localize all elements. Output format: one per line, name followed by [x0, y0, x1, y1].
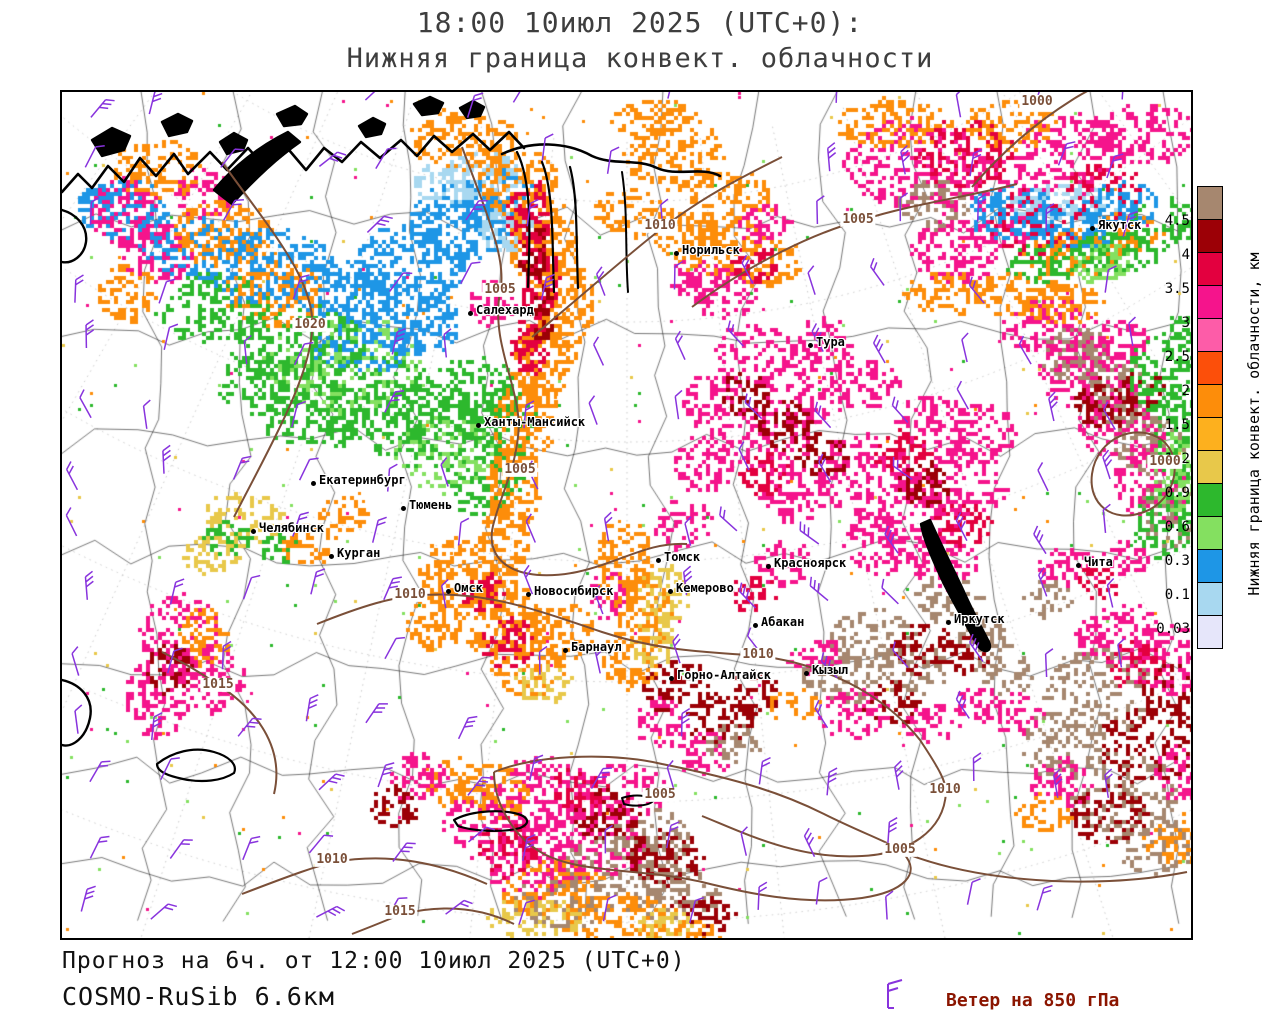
- colorbar-segment: [1197, 483, 1223, 517]
- colorbar-tick-label: 0.3: [1164, 553, 1190, 569]
- colorbar-segment: [1197, 417, 1223, 451]
- colorbar-segment: [1197, 285, 1223, 319]
- colorbar-segment: [1197, 516, 1223, 550]
- wind-barb-icon: [887, 979, 903, 1009]
- city-label: Курган: [337, 546, 381, 560]
- city-dot: [1090, 226, 1095, 231]
- isobar-label: 1005: [882, 841, 918, 858]
- isobar-label: 1010: [927, 781, 963, 798]
- isobar-label: 1000: [1019, 93, 1055, 110]
- isobar-label: 1005: [642, 786, 678, 803]
- title-parameter: Нижняя граница конвект. облачности: [346, 43, 934, 74]
- city-dot: [311, 481, 316, 486]
- weather-map: 1020 1005 1005 1005 1005 1005 1010 1010 1010 1010…: [60, 90, 1193, 940]
- colorbar-tick-label: 0.1: [1164, 587, 1190, 603]
- colorbar-segment: [1197, 549, 1223, 583]
- map-labels: 1020 1005 1005 1005 1005 1005 1010 1010 1010 1010…: [62, 92, 1191, 938]
- map-overlay-svg: [62, 92, 1188, 935]
- city-dot: [804, 671, 809, 676]
- forecast-info: Прогноз на 6ч. от 12:00 10июл 2025 (UTC+…: [62, 948, 686, 974]
- model-info: COSMO-RuSib 6.6км: [62, 982, 335, 1011]
- city-label: Салехард: [476, 303, 534, 317]
- colorbar-segment: [1197, 219, 1223, 253]
- isobar-label: 1020: [292, 316, 328, 333]
- city-label: Горно-Алтайск: [677, 668, 771, 682]
- colorbar-tick-label: 0.6: [1164, 519, 1190, 535]
- city-dot: [329, 554, 334, 559]
- colorbar-segment: [1197, 615, 1223, 649]
- city-label: Иркутск: [954, 612, 1005, 626]
- city-label: Тюмень: [409, 498, 453, 512]
- isobar-label: 1015: [200, 676, 236, 693]
- city-label: Красноярск: [774, 556, 847, 570]
- colorbar-tick-label: 4.5: [1164, 213, 1190, 229]
- city-label: Екатеринбург: [319, 473, 406, 487]
- colorbar: [1197, 186, 1223, 649]
- colorbar-tick-label: 1.5: [1164, 417, 1190, 433]
- city-dot: [446, 589, 451, 594]
- colorbar-segment: [1197, 450, 1223, 484]
- colorbar-segment: [1197, 186, 1223, 220]
- city-label: Якутск: [1098, 218, 1142, 232]
- city-label: Омск: [454, 581, 483, 595]
- isobar-label: 1000: [1147, 453, 1183, 470]
- colorbar-segment: [1197, 252, 1223, 286]
- city-label: Абакан: [761, 615, 805, 629]
- isobar-label: 1010: [740, 646, 776, 663]
- isobar-label: 1005: [840, 211, 876, 228]
- city-dot: [808, 343, 813, 348]
- city-dot: [401, 506, 406, 511]
- colorbar-segment: [1197, 318, 1223, 352]
- colorbar-tick-label: 2.5: [1164, 349, 1190, 365]
- wind-legend-label: Ветер на 850 гПа: [946, 990, 1120, 1011]
- city-dot: [668, 589, 673, 594]
- city-label: Новосибирск: [534, 584, 614, 598]
- colorbar-tick-label: 0.9: [1164, 485, 1190, 501]
- city-dot: [674, 251, 679, 256]
- colorbar-segment: [1197, 384, 1223, 418]
- colorbar-tick-label: 3.5: [1164, 281, 1190, 297]
- isobar-label: 1010: [392, 586, 428, 603]
- colorbar-segment: [1197, 351, 1223, 385]
- city-dot: [669, 676, 674, 681]
- city-label: Тура: [816, 335, 845, 349]
- colorbar-tick-label: 3: [1181, 315, 1190, 331]
- isobar-label: 1010: [314, 851, 350, 868]
- colorbar-tick-label: 4: [1181, 247, 1190, 263]
- isobar-label: 1005: [502, 461, 538, 478]
- colorbar-segment: [1197, 582, 1223, 616]
- title-datetime: 18:00 10июл 2025 (UTC+0):: [416, 6, 864, 39]
- city-dot: [946, 620, 951, 625]
- city-dot: [251, 529, 256, 534]
- colorbar-axis-label: Нижняя граница конвект. облачности, км: [1245, 252, 1263, 596]
- city-dot: [766, 564, 771, 569]
- city-label: Барнаул: [571, 640, 622, 654]
- city-dot: [526, 592, 531, 597]
- page-title: 18:00 10июл 2025 (UTC+0): Нижняя граница…: [0, 6, 1280, 74]
- city-label: Челябинск: [259, 521, 325, 535]
- city-dot: [563, 648, 568, 653]
- city-label: Чита: [1084, 555, 1113, 569]
- city-dot: [656, 558, 661, 563]
- colorbar-tick-label: 0.03: [1156, 621, 1190, 637]
- isobar-label: 1015: [382, 903, 418, 920]
- city-dot: [468, 311, 473, 316]
- city-label: Ханты-Мансийск: [484, 415, 586, 429]
- city-label: Норильск: [682, 243, 740, 257]
- isobar-label: 1005: [482, 281, 518, 298]
- wind-legend: Ветер на 850 гПа: [876, 978, 1256, 1018]
- city-dot: [753, 623, 758, 628]
- isobar-label: 1010: [642, 217, 678, 234]
- colorbar-tick-label: 2: [1181, 383, 1190, 399]
- city-label: Томск: [664, 550, 701, 564]
- city-label: Кемерово: [676, 581, 734, 595]
- colorbar-ticks: 4.543.532.521.51.20.90.60.30.10.03: [1138, 0, 1192, 1024]
- city-dot: [476, 423, 481, 428]
- city-dot: [1076, 563, 1081, 568]
- city-label: Кызыл: [812, 663, 849, 677]
